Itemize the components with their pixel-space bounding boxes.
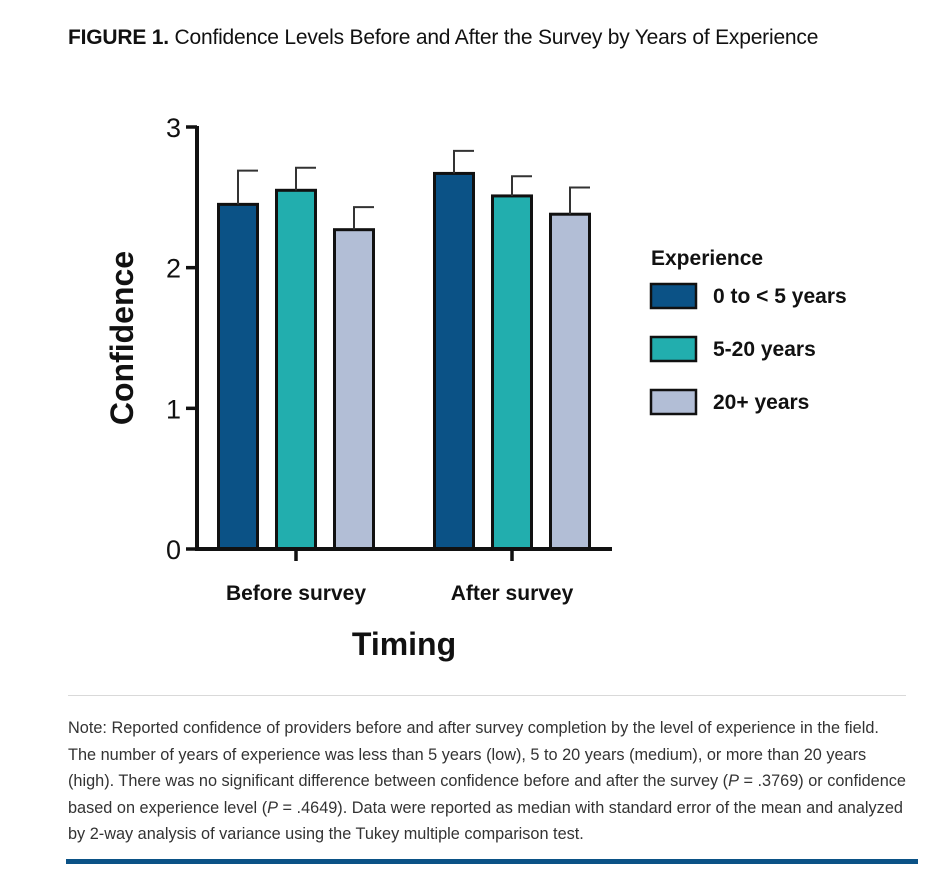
legend-label: 0 to < 5 years <box>713 285 847 308</box>
y-tick-label: 2 <box>166 254 181 284</box>
y-tick-label: 0 <box>166 535 181 565</box>
p-value-label-2: P <box>267 798 278 817</box>
bar <box>217 202 259 551</box>
bar <box>275 188 317 551</box>
legend-label: 5-20 years <box>713 338 816 361</box>
note-text-a: Reported confidence of providers before … <box>68 719 879 790</box>
note-label: Note: <box>68 719 107 737</box>
x-axis-title: Timing <box>352 626 456 662</box>
y-tick-label: 1 <box>166 394 181 424</box>
legend-swatch <box>649 282 698 310</box>
legend-swatch <box>649 388 698 416</box>
bottom-rule <box>66 859 918 864</box>
x-tick-label: After survey <box>451 582 574 605</box>
y-tick-label: 3 <box>166 113 181 143</box>
figure-title: FIGURE 1. Confidence Levels Before and A… <box>68 26 818 50</box>
y-axis-title: Confidence <box>104 251 140 425</box>
legend-label: 20+ years <box>713 391 809 414</box>
note-text-c: = .4649). Data were reported as median w… <box>68 798 903 844</box>
figure-note: Note: Reported confidence of providers b… <box>68 715 906 848</box>
bar <box>433 171 475 551</box>
note-text-b: = .3769) or confidence based on experien… <box>68 772 906 817</box>
figure-label: FIGURE 1. <box>68 26 169 49</box>
legend-swatch <box>649 335 698 363</box>
bar <box>491 194 533 551</box>
bar <box>333 228 375 551</box>
divider <box>68 695 906 696</box>
bar-chart: 0 1 2 3 Before survey After survey Timing Confi… <box>104 113 847 662</box>
p-value-label-1: P <box>728 772 739 790</box>
figure-title-text: Confidence Levels Before and After the S… <box>174 26 819 49</box>
bar <box>549 212 591 551</box>
legend-title: Experience <box>651 247 763 270</box>
x-tick-label: Before survey <box>226 582 366 605</box>
